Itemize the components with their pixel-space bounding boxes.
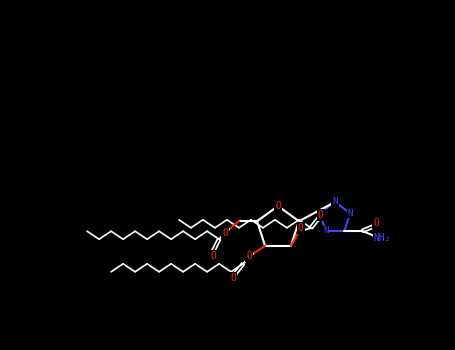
Text: O: O: [222, 228, 228, 238]
Text: N: N: [348, 209, 353, 218]
Text: O: O: [374, 218, 379, 228]
Text: N: N: [332, 197, 338, 206]
Text: O: O: [230, 273, 236, 283]
Text: N: N: [323, 226, 329, 236]
Text: O: O: [275, 201, 281, 211]
Text: O: O: [318, 210, 324, 220]
Text: O: O: [298, 223, 304, 233]
Text: O: O: [210, 251, 216, 261]
Text: O: O: [246, 251, 252, 261]
Text: NH₂: NH₂: [374, 233, 391, 243]
